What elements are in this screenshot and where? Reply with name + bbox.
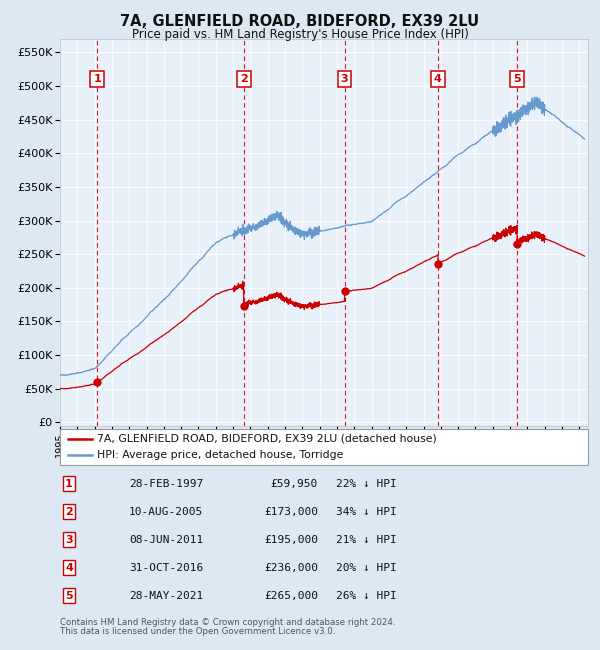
- Text: Price paid vs. HM Land Registry's House Price Index (HPI): Price paid vs. HM Land Registry's House …: [131, 28, 469, 41]
- Text: £195,000: £195,000: [264, 535, 318, 545]
- Text: 28-MAY-2021: 28-MAY-2021: [129, 591, 203, 601]
- Text: £236,000: £236,000: [264, 563, 318, 573]
- Text: 20% ↓ HPI: 20% ↓ HPI: [336, 563, 397, 573]
- Text: This data is licensed under the Open Government Licence v3.0.: This data is licensed under the Open Gov…: [60, 627, 335, 636]
- Text: 1: 1: [94, 74, 101, 85]
- Text: 4: 4: [65, 563, 73, 573]
- Text: 3: 3: [65, 535, 73, 545]
- Text: 31-OCT-2016: 31-OCT-2016: [129, 563, 203, 573]
- Text: 21% ↓ HPI: 21% ↓ HPI: [336, 535, 397, 545]
- Text: 2: 2: [239, 74, 247, 85]
- Text: 5: 5: [65, 591, 73, 601]
- Text: 26% ↓ HPI: 26% ↓ HPI: [336, 591, 397, 601]
- Text: Contains HM Land Registry data © Crown copyright and database right 2024.: Contains HM Land Registry data © Crown c…: [60, 618, 395, 627]
- Text: 3: 3: [341, 74, 349, 85]
- Text: £173,000: £173,000: [264, 507, 318, 517]
- Text: £265,000: £265,000: [264, 591, 318, 601]
- Text: 4: 4: [434, 74, 442, 85]
- Text: 34% ↓ HPI: 34% ↓ HPI: [336, 507, 397, 517]
- Text: 7A, GLENFIELD ROAD, BIDEFORD, EX39 2LU: 7A, GLENFIELD ROAD, BIDEFORD, EX39 2LU: [121, 14, 479, 29]
- Text: 2: 2: [65, 507, 73, 517]
- Text: 08-JUN-2011: 08-JUN-2011: [129, 535, 203, 545]
- Text: 22% ↓ HPI: 22% ↓ HPI: [336, 479, 397, 489]
- Text: £59,950: £59,950: [271, 479, 318, 489]
- Text: 10-AUG-2005: 10-AUG-2005: [129, 507, 203, 517]
- Text: 5: 5: [513, 74, 521, 85]
- Text: 7A, GLENFIELD ROAD, BIDEFORD, EX39 2LU (detached house): 7A, GLENFIELD ROAD, BIDEFORD, EX39 2LU (…: [97, 434, 437, 444]
- Text: HPI: Average price, detached house, Torridge: HPI: Average price, detached house, Torr…: [97, 450, 343, 460]
- Text: 1: 1: [65, 479, 73, 489]
- Text: 28-FEB-1997: 28-FEB-1997: [129, 479, 203, 489]
